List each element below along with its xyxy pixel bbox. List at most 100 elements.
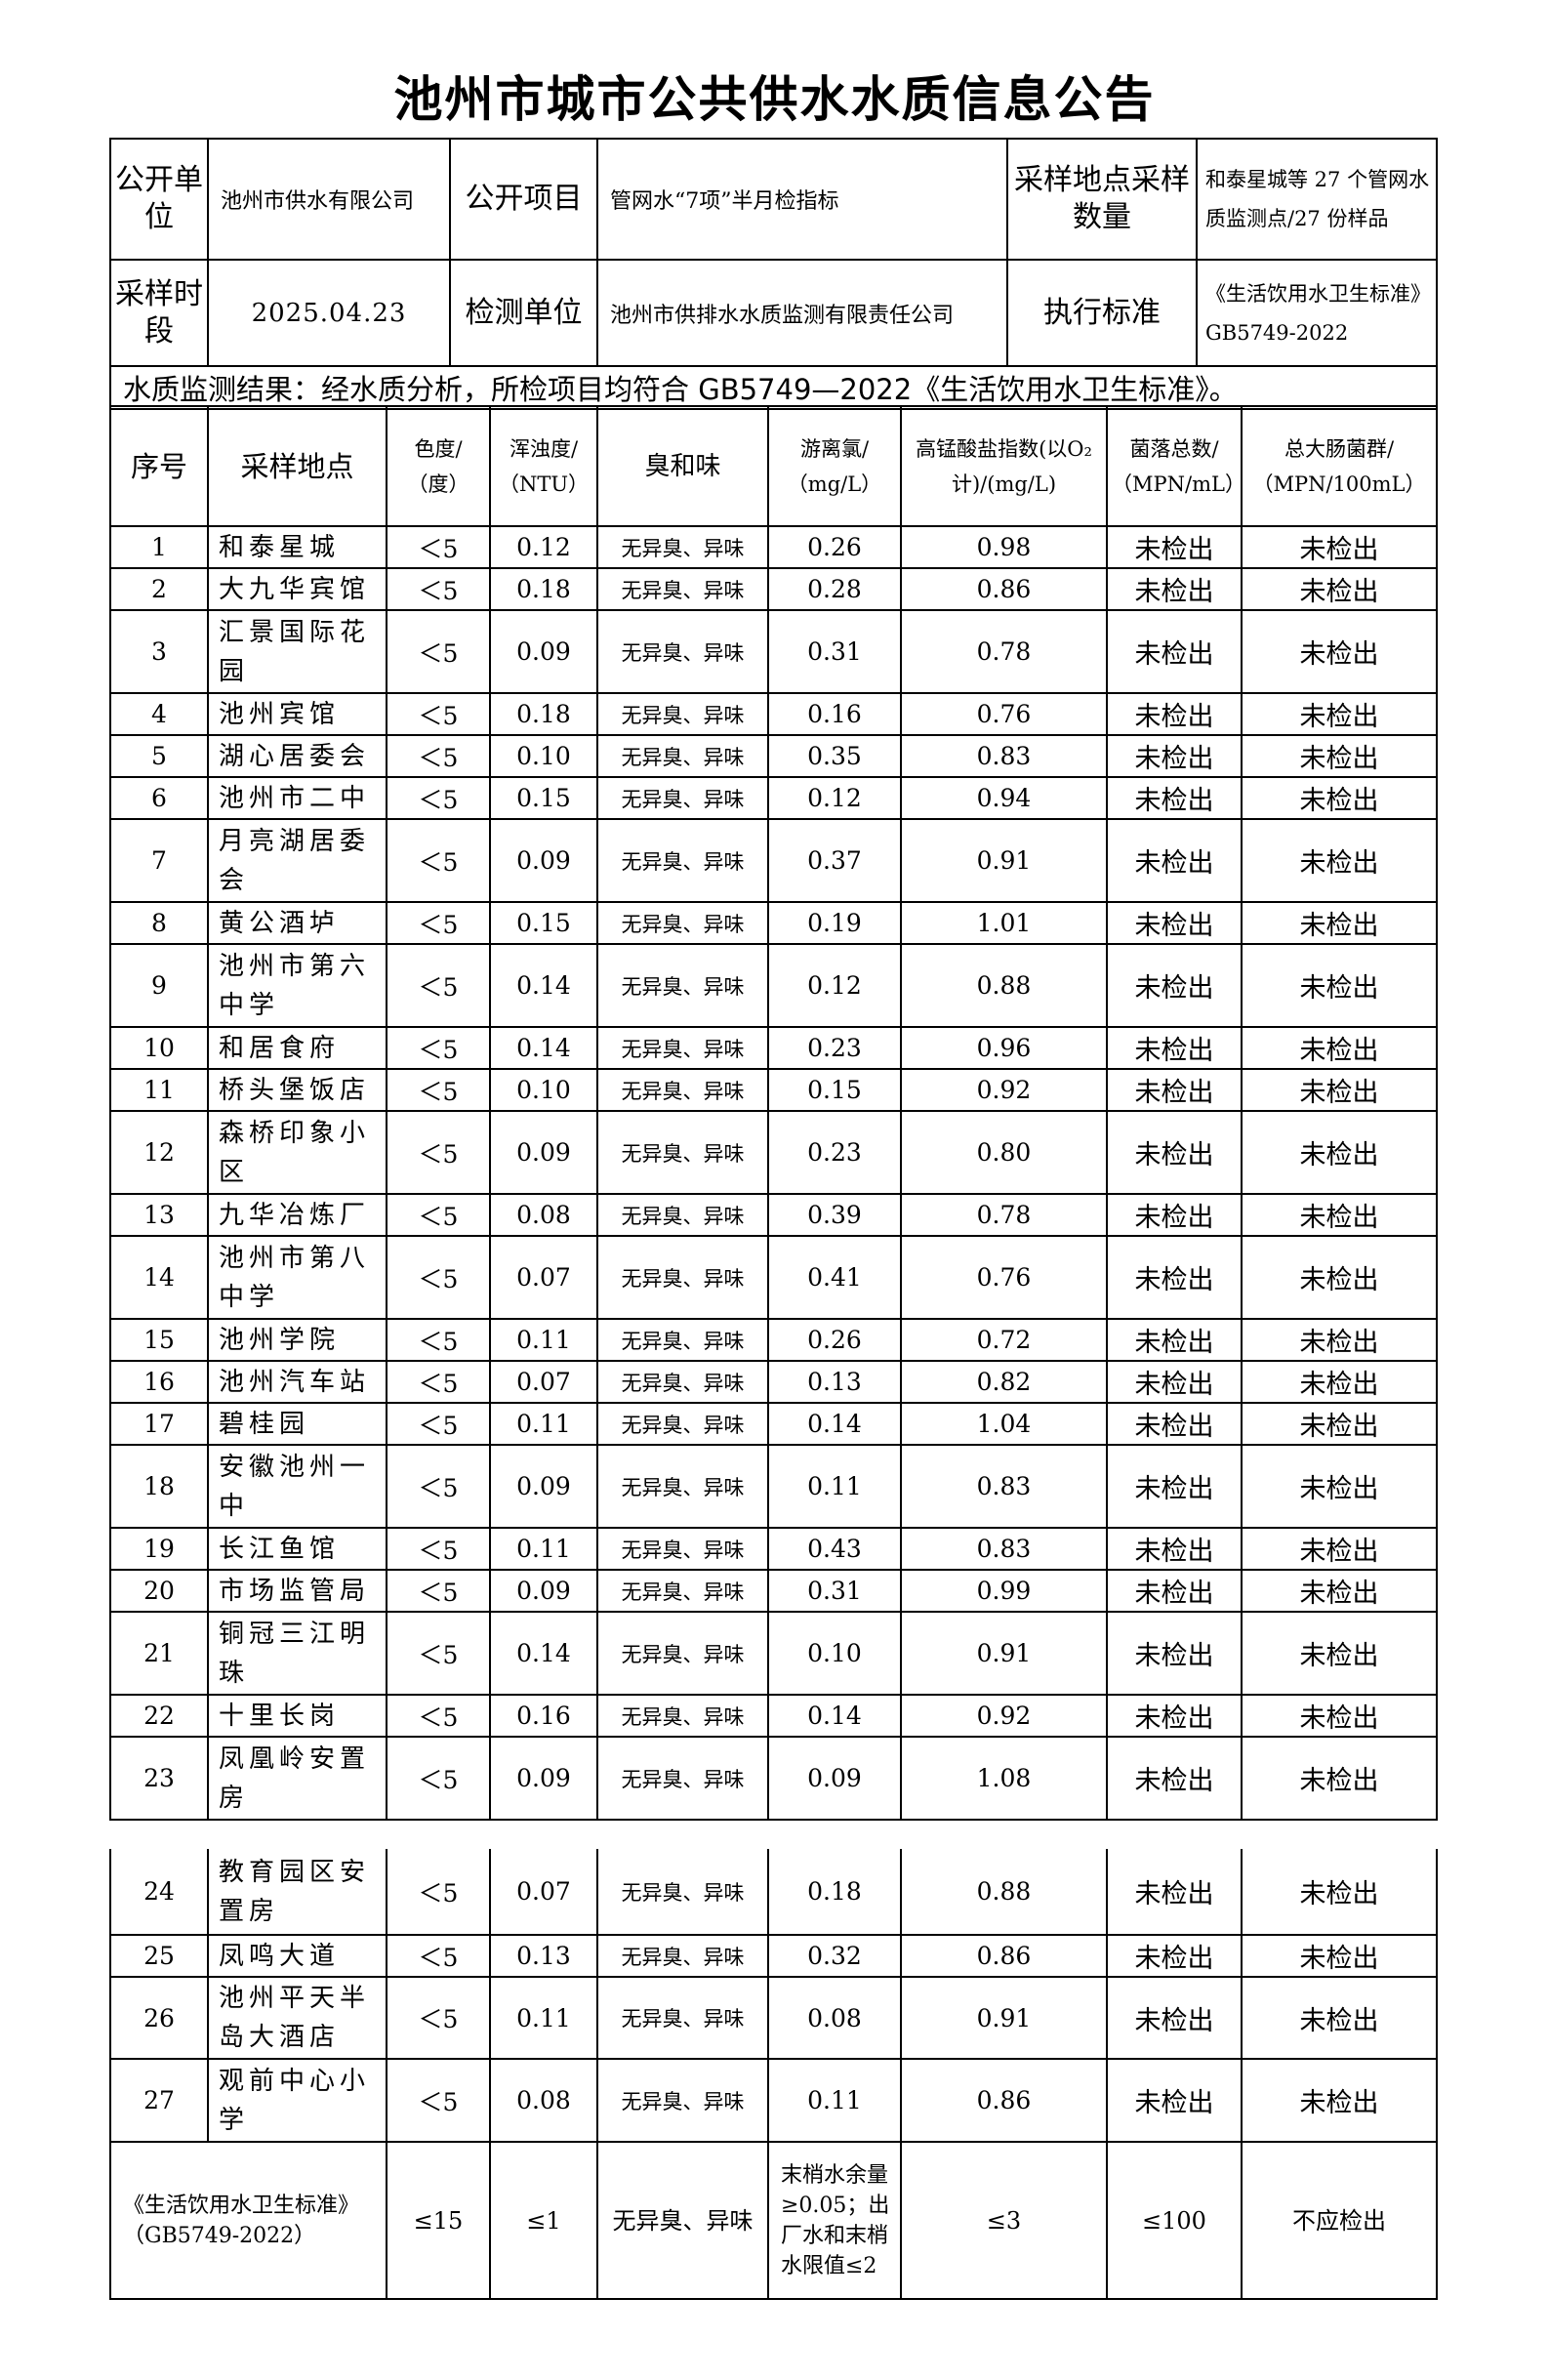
free-chlorine: 0.14: [767, 1694, 902, 1738]
table-row: 26 池州平天半岛大酒店 ＜5 0.11 无异臭、异味 0.08 0.91 未检出 未检出: [109, 1976, 1438, 2060]
odor: 无异臭、异味: [596, 734, 769, 778]
permanganate-index: 0.91: [900, 818, 1108, 903]
colony-limit: ≤100: [1106, 2141, 1243, 2300]
free-chlorine: 0.43: [767, 1527, 902, 1571]
column-header-color: 色度/（度）: [386, 405, 491, 527]
site-name: 池州学院: [207, 1318, 387, 1362]
odor: 无异臭、异味: [596, 609, 769, 694]
color: ＜5: [386, 1402, 491, 1446]
column-header-odor: 臭和味: [596, 405, 769, 527]
table-row: 7 月亮湖居委会 ＜5 0.09 无异臭、异味 0.37 0.91 未检出 未检出: [109, 818, 1438, 903]
standard-value: 《生活饮用水卫生标准》GB5749-2022: [1196, 259, 1438, 367]
table-row: 11 桥头堡饭店 ＜5 0.10 无异臭、异味 0.15 0.92 未检出 未检出: [109, 1068, 1438, 1112]
colony-count: 未检出: [1106, 1976, 1243, 2060]
colony-count: 未检出: [1106, 567, 1243, 611]
turbidity: 0.09: [489, 818, 598, 903]
coliform: 未检出: [1241, 1694, 1438, 1738]
coliform: 未检出: [1241, 1026, 1438, 1070]
permanganate-index: 1.01: [900, 901, 1108, 945]
site-name: 九华冶炼厂: [207, 1193, 387, 1237]
colony-count: 未检出: [1106, 1402, 1243, 1446]
color: ＜5: [386, 692, 491, 736]
color: ＜5: [386, 1736, 491, 1821]
color: ＜5: [386, 943, 491, 1028]
permanganate-index: 0.72: [900, 1318, 1108, 1362]
odor: 无异臭、异味: [596, 1569, 769, 1613]
free-chlorine: 0.13: [767, 1360, 902, 1404]
table-row: 27 观前中心小学 ＜5 0.08 无异臭、异味 0.11 0.86 未检出 未检出: [109, 2058, 1438, 2143]
turbidity: 0.09: [489, 1444, 598, 1529]
free-chlorine: 0.32: [767, 1934, 902, 1978]
site-name: 黄公酒垆: [207, 901, 387, 945]
coliform: 未检出: [1241, 1976, 1438, 2060]
colony-count: 未检出: [1106, 2058, 1243, 2143]
coliform: 未检出: [1241, 1611, 1438, 1696]
site-name: 森桥印象小区: [207, 1110, 387, 1195]
turbidity: 0.09: [489, 1110, 598, 1195]
coliform: 未检出: [1241, 609, 1438, 694]
odor: 无异臭、异味: [596, 1444, 769, 1529]
color: ＜5: [386, 1694, 491, 1738]
site-name: 和泰星城: [207, 525, 387, 569]
color: ＜5: [386, 1934, 491, 1978]
permanganate-index: 0.80: [900, 1110, 1108, 1195]
permanganate-index: 1.08: [900, 1736, 1108, 1821]
coliform: 未检出: [1241, 1402, 1438, 1446]
odor: 无异臭、异味: [596, 1360, 769, 1404]
colony-count: 未检出: [1106, 1360, 1243, 1404]
colony-count: 未检出: [1106, 943, 1243, 1028]
odor: 无异臭、异味: [596, 1318, 769, 1362]
sites-value: 和泰星城等 27 个管网水质监测点/27 份样品: [1196, 138, 1438, 261]
standard-name: 《生活饮用水卫生标准》（GB5749-2022）: [109, 2141, 387, 2300]
index: 25: [109, 1934, 209, 1978]
site-name: 观前中心小学: [207, 2058, 387, 2143]
turbidity: 0.09: [489, 1736, 598, 1821]
index: 10: [109, 1026, 209, 1070]
colony-count: 未检出: [1106, 525, 1243, 569]
permanganate-index: 0.78: [900, 609, 1108, 694]
site-name: 十里长岗: [207, 1694, 387, 1738]
turbidity: 0.09: [489, 609, 598, 694]
color: ＜5: [386, 1976, 491, 2060]
site-name: 湖心居委会: [207, 734, 387, 778]
color: ＜5: [386, 2058, 491, 2143]
index: 17: [109, 1402, 209, 1446]
table-row: 1 和泰星城 ＜5 0.12 无异臭、异味 0.26 0.98 未检出 未检出: [109, 525, 1438, 569]
column-header-colony-count: 菌落总数/（MPN/mL）: [1106, 405, 1245, 527]
odor: 无异臭、异味: [596, 776, 769, 820]
permanganate-index: 0.99: [900, 1569, 1108, 1613]
site-name: 池州平天半岛大酒店: [207, 1976, 387, 2060]
index: 3: [109, 609, 209, 694]
free-chlorine: 0.09: [767, 1736, 902, 1821]
permanganate-index: 0.78: [900, 1193, 1108, 1237]
index: 24: [109, 1849, 209, 1936]
index: 26: [109, 1976, 209, 2060]
site-name: 长江鱼馆: [207, 1527, 387, 1571]
turbidity: 0.16: [489, 1694, 598, 1738]
index: 27: [109, 2058, 209, 2143]
column-header-index: 序号: [109, 405, 209, 527]
site-name: 池州宾馆: [207, 692, 387, 736]
site-name: 池州市二中: [207, 776, 387, 820]
free-chlorine: 0.18: [767, 1849, 902, 1936]
free-chlorine: 0.39: [767, 1193, 902, 1237]
standard-label: 执行标准: [1006, 259, 1198, 367]
free-chlorine: 0.41: [767, 1235, 902, 1320]
item-label: 公开项目: [449, 138, 598, 261]
colony-count: 未检出: [1106, 1527, 1243, 1571]
colony-count: 未检出: [1106, 1569, 1243, 1613]
turbidity: 0.15: [489, 901, 598, 945]
color: ＜5: [386, 567, 491, 611]
odor: 无异臭、异味: [596, 2058, 769, 2143]
color: ＜5: [386, 1068, 491, 1112]
coliform: 未检出: [1241, 1849, 1438, 1936]
coliform: 未检出: [1241, 1736, 1438, 1821]
free-chlorine: 0.12: [767, 776, 902, 820]
item-value: 管网水“7项”半月检指标: [596, 138, 1008, 261]
column-header-site-name: 采样地点: [207, 405, 387, 527]
color: ＜5: [386, 1849, 491, 1936]
site-name: 市场监管局: [207, 1569, 387, 1613]
table-row: 19 长江鱼馆 ＜5 0.11 无异臭、异味 0.43 0.83 未检出 未检出: [109, 1527, 1438, 1571]
coliform: 未检出: [1241, 567, 1438, 611]
index: 5: [109, 734, 209, 778]
